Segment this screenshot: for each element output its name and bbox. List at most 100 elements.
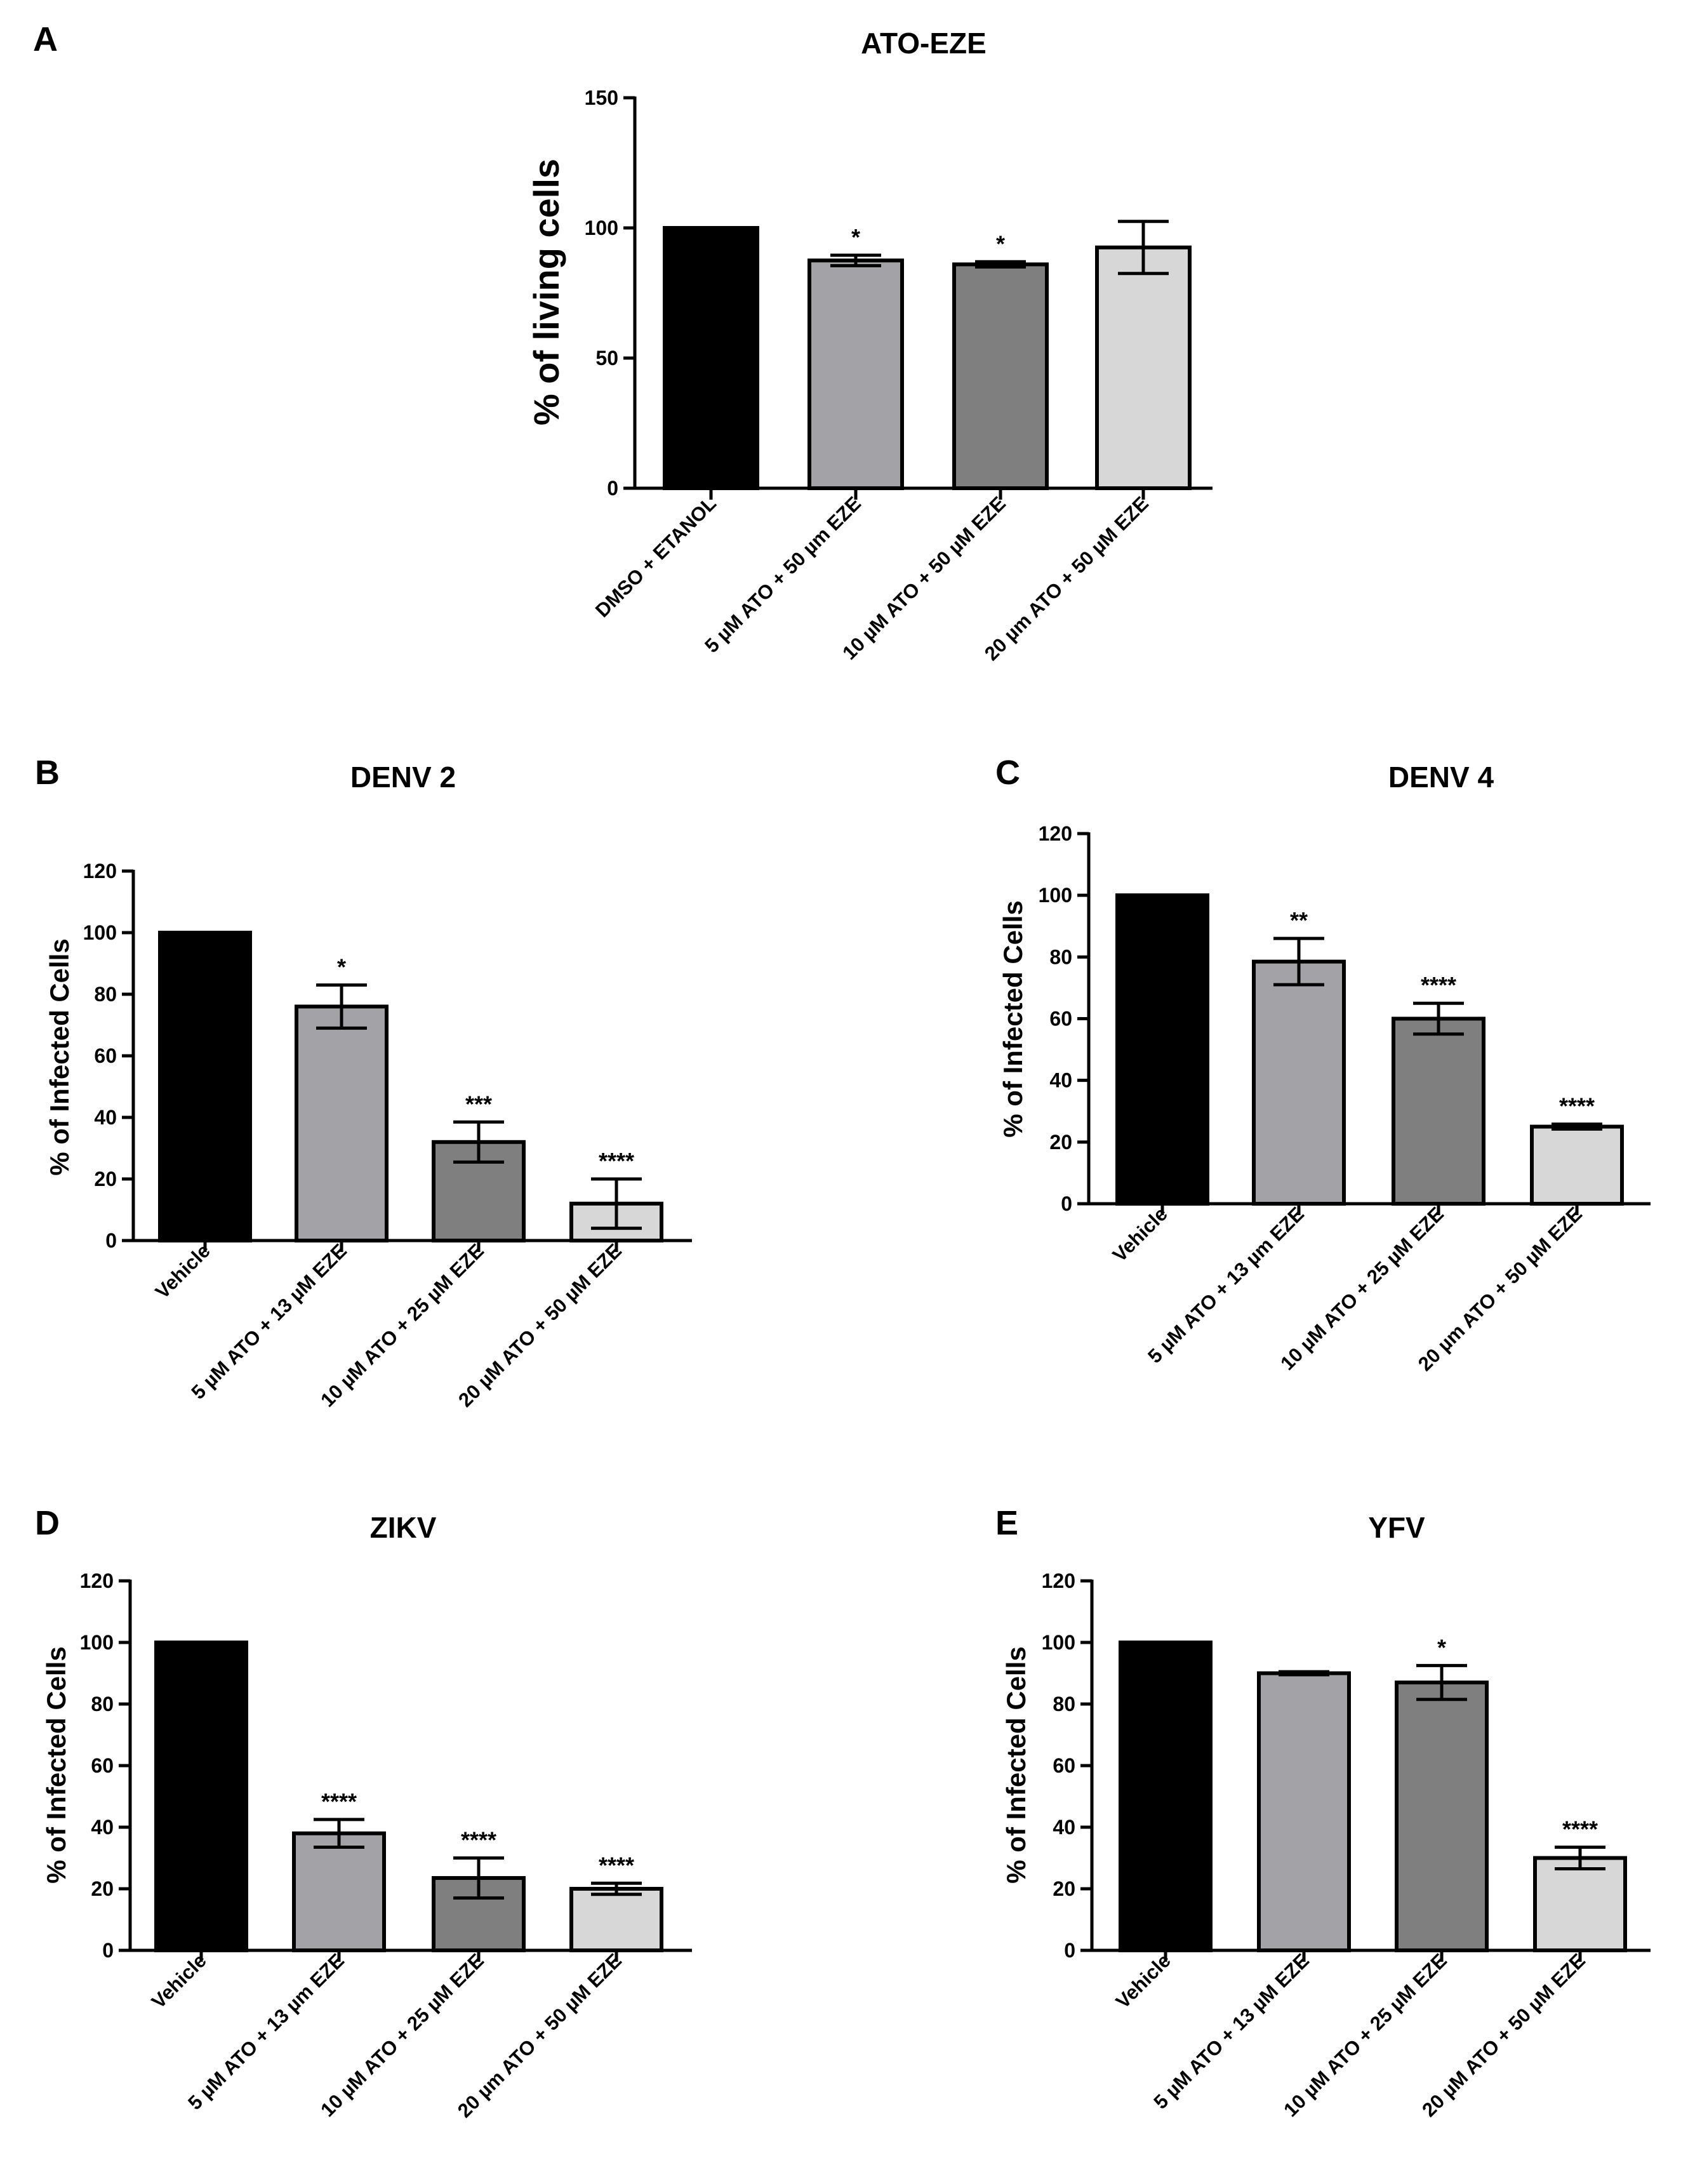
category-label: 5 µM ATO + 13 µM EZE bbox=[187, 1239, 351, 1404]
chart-panel-c: C DENV 4 0 20 40 60 80 100 120 % of Infected Cell… bbox=[995, 754, 1651, 1375]
significance-label: **** bbox=[1559, 1093, 1595, 1119]
y-tick-label: 120 bbox=[80, 1569, 114, 1592]
chart-title: ATO-EZE bbox=[861, 27, 987, 60]
category-label: DMSO + ETANOL bbox=[591, 492, 721, 622]
bar bbox=[1530, 1124, 1624, 1206]
y-tick-label: 120 bbox=[1039, 822, 1072, 845]
chart-panel-d: D ZIKV 0 20 40 60 80 100 120 % of Infected Cells V… bbox=[35, 1504, 692, 2122]
category-label: Vehicle bbox=[147, 1949, 211, 2013]
bar bbox=[1119, 1641, 1213, 1952]
significance-label: **** bbox=[1421, 972, 1456, 998]
chart-title: DENV 4 bbox=[1388, 761, 1494, 794]
chart-title: YFV bbox=[1368, 1511, 1425, 1544]
bar bbox=[1395, 1681, 1489, 1953]
chart-title: ZIKV bbox=[370, 1511, 437, 1544]
category-label: Vehicle bbox=[151, 1239, 215, 1303]
y-tick-label: 80 bbox=[91, 1693, 114, 1715]
category-label: 5 µM ATO + 13 µm EZE bbox=[183, 1949, 349, 2114]
y-tick-label: 0 bbox=[105, 1229, 117, 1252]
significance-label: **** bbox=[599, 1852, 634, 1878]
category-label: 20 µm ATO + 50 µM EZE bbox=[453, 1949, 626, 2122]
y-tick-label: 40 bbox=[91, 1816, 114, 1839]
bar bbox=[807, 258, 904, 490]
y-tick-label: 0 bbox=[607, 477, 618, 500]
panel-letter: C bbox=[995, 754, 1020, 792]
y-tick-label: 150 bbox=[585, 86, 618, 109]
bar bbox=[569, 1887, 663, 1952]
y-tick-label: 80 bbox=[1049, 945, 1072, 968]
bar bbox=[295, 1004, 389, 1243]
y-tick-label: 120 bbox=[1042, 1569, 1075, 1592]
y-tick-label: 100 bbox=[1039, 884, 1072, 907]
bar bbox=[292, 1831, 386, 1952]
panel-letter: A bbox=[33, 20, 58, 58]
significance-label: **** bbox=[461, 1827, 496, 1853]
bar bbox=[154, 1641, 248, 1952]
bar bbox=[432, 1140, 526, 1243]
bar bbox=[1252, 959, 1346, 1206]
bar bbox=[1392, 1016, 1485, 1206]
bar bbox=[1115, 893, 1209, 1206]
category-label: 10 µM ATO + 25 µM EZE bbox=[1276, 1202, 1448, 1375]
chart-panel-a: A ATO-EZE 0 50 100 150 % of living cells DMSO +… bbox=[33, 20, 1213, 665]
category-label: 20 µM ATO + 50 µM EZE bbox=[1418, 1949, 1590, 2121]
y-tick-label: 100 bbox=[585, 216, 618, 239]
significance-label: **** bbox=[599, 1148, 634, 1174]
significance-label: **** bbox=[321, 1788, 357, 1814]
y-tick-label: 40 bbox=[1049, 1069, 1072, 1092]
category-label: 20 µM ATO + 50 µM EZE bbox=[454, 1239, 626, 1411]
category-label: 5 µM ATO + 13 µm EZE bbox=[1143, 1202, 1308, 1368]
category-label: 10 µM ATO + 25 µM EZE bbox=[1279, 1949, 1451, 2121]
category-label: 5 µM ATO + 13 µM EZE bbox=[1149, 1949, 1313, 2114]
y-tick-label: 80 bbox=[94, 983, 117, 1006]
significance-label: * bbox=[337, 954, 346, 980]
y-tick-label: 20 bbox=[94, 1168, 117, 1190]
significance-label: ** bbox=[1290, 907, 1308, 933]
category-label: Vehicle bbox=[1112, 1949, 1175, 2013]
significance-label: *** bbox=[465, 1091, 492, 1117]
y-axis-label: % of Infected Cells bbox=[44, 938, 74, 1175]
y-axis-label: % of Infected Cells bbox=[41, 1646, 71, 1883]
bar bbox=[158, 931, 252, 1242]
y-tick-label: 20 bbox=[1049, 1131, 1072, 1154]
y-tick-label: 20 bbox=[1053, 1877, 1075, 1900]
y-tick-label: 40 bbox=[1053, 1816, 1075, 1839]
panel-letter: D bbox=[35, 1504, 60, 1542]
y-tick-label: 60 bbox=[94, 1044, 117, 1067]
y-tick-label: 0 bbox=[102, 1939, 114, 1962]
significance-label: * bbox=[996, 230, 1005, 256]
bar bbox=[952, 262, 1049, 490]
significance-label: * bbox=[851, 224, 860, 250]
y-axis-label: % of Infected Cells bbox=[998, 900, 1028, 1137]
chart-panel-b: B DENV 2 0 20 40 60 80 100 120 % of Infected Cell… bbox=[35, 754, 692, 1411]
panel-letter: E bbox=[995, 1504, 1018, 1542]
category-label: 10 µM ATO + 25 µM EZE bbox=[316, 1239, 488, 1411]
category-label: 10 µM ATO + 50 µM EZE bbox=[838, 492, 1010, 664]
panel-letter: B bbox=[35, 754, 60, 792]
bar bbox=[1257, 1671, 1351, 1952]
y-tick-label: 60 bbox=[1049, 1008, 1072, 1030]
y-axis-label: % of Infected Cells bbox=[1001, 1646, 1031, 1883]
bar bbox=[663, 226, 759, 490]
category-label: 20 µm ATO + 50 µM EZE bbox=[980, 492, 1153, 665]
y-tick-label: 80 bbox=[1053, 1693, 1075, 1715]
y-tick-label: 100 bbox=[1042, 1631, 1075, 1654]
y-tick-label: 60 bbox=[1053, 1754, 1075, 1777]
bar bbox=[1095, 245, 1192, 490]
category-label: 5 µM ATO + 50 µm EZE bbox=[700, 492, 865, 657]
y-tick-label: 0 bbox=[1061, 1192, 1072, 1215]
chart-panel-e: E YFV 0 20 40 60 80 100 120 % of Infected Cells Ve… bbox=[995, 1504, 1651, 2121]
category-label: 10 µM ATO + 25 µM EZE bbox=[316, 1949, 488, 2121]
category-label: 20 µm ATO + 50 µM EZE bbox=[1414, 1202, 1586, 1375]
significance-label: **** bbox=[1562, 1816, 1598, 1842]
chart-title: DENV 2 bbox=[350, 761, 456, 794]
y-tick-label: 120 bbox=[83, 860, 117, 882]
category-label: Vehicle bbox=[1108, 1202, 1172, 1266]
significance-label: * bbox=[1437, 1634, 1446, 1660]
y-tick-label: 60 bbox=[91, 1754, 114, 1777]
y-tick-label: 0 bbox=[1064, 1939, 1075, 1962]
y-tick-label: 100 bbox=[80, 1631, 114, 1654]
y-tick-label: 100 bbox=[83, 921, 117, 944]
bar bbox=[1533, 1856, 1627, 1952]
